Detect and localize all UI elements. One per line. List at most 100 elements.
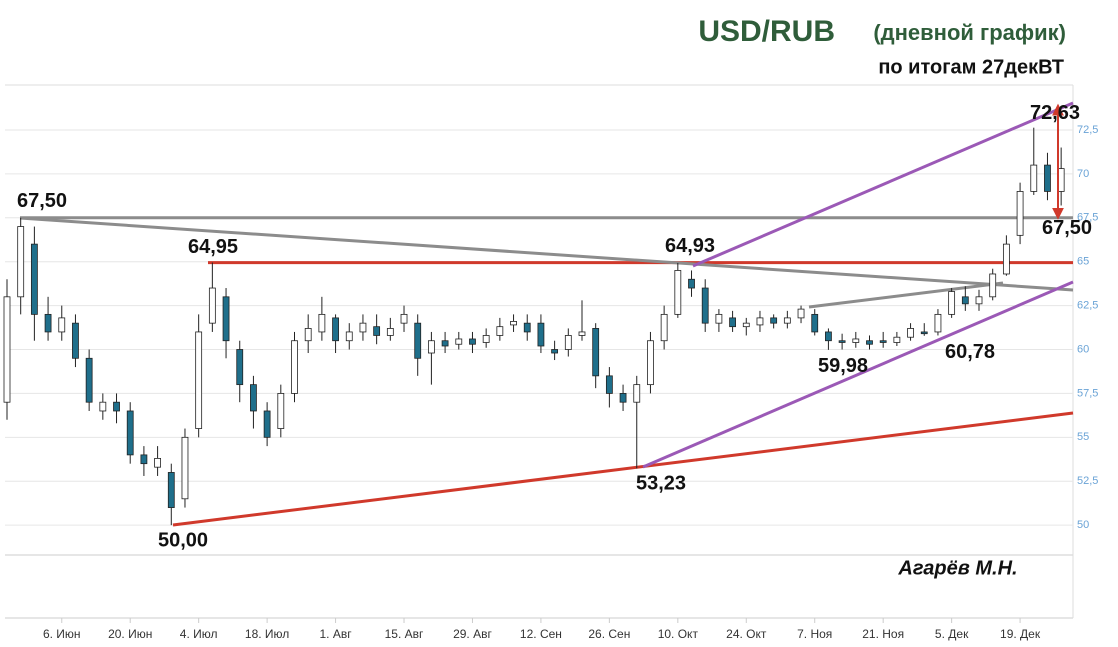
annotation-label: 53,23 [636, 473, 686, 495]
candle-body [729, 317, 736, 328]
candle-body [948, 291, 956, 315]
candle-body [72, 322, 79, 359]
candle-body [154, 458, 161, 468]
candle-body [510, 321, 517, 326]
candle-body [619, 393, 627, 403]
candle-body [537, 322, 545, 347]
candle-body [3, 296, 11, 403]
candle-body [592, 328, 600, 377]
candle-body [222, 296, 230, 342]
y-tick-label: 70 [1077, 168, 1089, 180]
y-tick-label: 72,5 [1077, 124, 1098, 136]
x-tick-label: 21. Ноя [862, 627, 904, 641]
candle-body [195, 331, 203, 429]
candle-body [838, 340, 846, 343]
trend-line [19, 216, 1074, 292]
candle-body [30, 243, 38, 315]
x-tick-label: 20. Июн [108, 627, 152, 641]
x-tick-label: 1. Авг [320, 627, 353, 641]
candle-body [58, 317, 66, 333]
candle-body [400, 313, 408, 324]
y-tick-label: 50 [1077, 519, 1089, 531]
x-tick-label: 5. Дек [935, 627, 969, 641]
annotation-label: 64,93 [665, 235, 715, 257]
candle-body [482, 335, 490, 343]
candle-body [277, 393, 285, 429]
candle-body [414, 322, 422, 359]
candle-body [373, 326, 381, 336]
candle-body [756, 317, 764, 326]
channel-line [692, 101, 1074, 268]
annotation-label: 59,98 [818, 355, 868, 377]
candle-body [825, 331, 832, 342]
candle-body [934, 313, 942, 333]
annotation-label: 67,50 [1042, 217, 1092, 239]
title-note: (дневной график) [873, 20, 1066, 45]
y-tick-label: 52,5 [1077, 475, 1098, 487]
annotation-label: 67,50 [17, 190, 67, 212]
author: Агарёв М.Н. [897, 557, 1017, 579]
y-tick-label: 62,5 [1077, 300, 1098, 312]
candle-body [578, 331, 586, 336]
candle-body [1044, 164, 1051, 192]
x-tick-label: 18. Июл [245, 627, 289, 641]
candle-body [1030, 164, 1038, 192]
candle-body [961, 296, 969, 305]
candle-body [263, 410, 271, 438]
trend-line [808, 281, 1004, 309]
annotation-label: 60,78 [945, 341, 995, 363]
candle-body [85, 357, 93, 403]
candle-body [1057, 168, 1065, 192]
candle-body [496, 326, 504, 336]
candle-body [441, 340, 449, 347]
candle-body [975, 296, 983, 305]
candle-body [304, 328, 312, 342]
candle-body [113, 401, 120, 412]
candle-body [660, 313, 668, 342]
x-tick-label: 29. Авг [453, 627, 492, 641]
candle-body [1016, 191, 1024, 236]
candle-body [551, 349, 559, 354]
annotation-label: 64,95 [188, 236, 238, 258]
candle-body [345, 331, 353, 342]
candle-body [564, 335, 572, 350]
x-tick-label: 7. Ноя [797, 627, 832, 641]
candle-body [291, 340, 298, 394]
x-tick-label: 4. Июл [180, 627, 218, 641]
x-tick-label: 19. Дек [1000, 627, 1041, 641]
candle-body [688, 278, 695, 289]
y-tick-label: 60 [1077, 343, 1089, 355]
candle-body [1002, 243, 1010, 275]
y-tick-label: 65 [1077, 256, 1089, 268]
x-tick-label: 12. Сен [520, 627, 562, 641]
y-tick-label: 67,5 [1077, 212, 1098, 224]
candle-body [126, 410, 134, 456]
candle-body [523, 322, 531, 333]
chart-subtitle: по итогам 27декВТ [878, 56, 1064, 78]
x-tick-label: 6. Июн [43, 627, 81, 641]
candle-body [742, 322, 750, 328]
candle-body [797, 308, 805, 319]
annotation-label: 50,00 [158, 529, 208, 551]
y-tick-label: 55 [1077, 431, 1089, 443]
candle-body [427, 340, 435, 354]
x-tick-label: 10. Окт [658, 627, 699, 641]
candle-body [674, 270, 682, 315]
candle-body [770, 317, 778, 324]
candle-body [605, 375, 613, 394]
candle-body [386, 328, 394, 336]
candle-body [907, 328, 914, 338]
candle-body [633, 384, 641, 403]
candle-body [318, 313, 326, 333]
candle-body [181, 436, 189, 500]
candle-body [989, 273, 997, 298]
candle-body [647, 340, 654, 386]
candle-body [17, 226, 25, 298]
candle-body [99, 401, 107, 412]
candle-body [469, 338, 476, 345]
candle-body [236, 349, 244, 386]
x-tick-label: 15. Авг [385, 627, 424, 641]
candle-body [332, 317, 339, 342]
